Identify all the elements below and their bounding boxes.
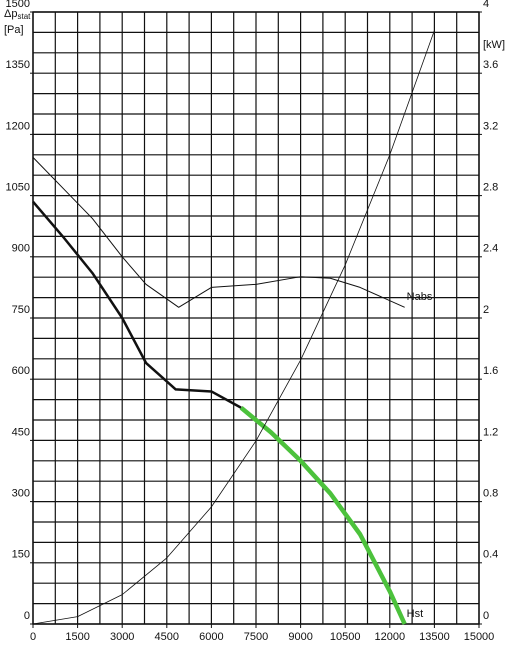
y-tick-label: 450: [12, 426, 30, 438]
x-tick-label: 7500: [244, 631, 268, 643]
y-tick-label: 1200: [6, 120, 30, 132]
x-tick-label: 10500: [330, 631, 361, 643]
y-tick-label: 1500: [6, 0, 30, 10]
y-tick-label: 750: [12, 304, 30, 316]
y2-tick-label: 4: [483, 0, 489, 10]
y2-tick-label: 1.2: [483, 426, 498, 438]
x-tick-label: 0: [30, 631, 36, 643]
y-tick-label: 1350: [6, 59, 30, 71]
y2-axis-label: [kW]: [483, 39, 505, 51]
y-tick-label: 600: [12, 365, 30, 377]
curve-line: [32, 200, 242, 409]
y2-tick-label: 3.6: [483, 59, 498, 71]
y-label-symbol: Δp: [4, 8, 17, 20]
curve-line: [32, 30, 435, 625]
x-tick-label: 6000: [199, 631, 223, 643]
x-tick-label: 15000: [464, 631, 495, 643]
y-axis-label: Δpstat: [4, 8, 31, 21]
y2-tick-label: 0.4: [483, 549, 498, 561]
y2-tick-label: 2.8: [483, 182, 498, 194]
y2-tick-label: 0.8: [483, 488, 498, 500]
y2-tick-label: 1.6: [483, 365, 498, 377]
y-tick-label: 300: [12, 488, 30, 500]
y2-tick-label: 2.4: [483, 243, 498, 255]
y2-tick-label: 2: [483, 304, 489, 316]
y-label-subscript: stat: [17, 12, 31, 21]
y2-tick-label: 0: [483, 610, 489, 622]
curve-line: [32, 157, 405, 308]
x-tick-label: 13500: [419, 631, 450, 643]
x-tick-label: 3000: [110, 631, 134, 643]
series-label: Nabs: [407, 291, 433, 303]
y2-tick-label: 3.2: [483, 120, 498, 132]
x-tick-label: 1500: [65, 631, 89, 643]
x-tick-label: 9000: [288, 631, 312, 643]
x-tick-label: 4500: [155, 631, 179, 643]
series-label: Hst: [407, 608, 424, 620]
y-tick-label: 150: [12, 549, 30, 561]
y-tick-label: 1050: [6, 182, 30, 194]
y-tick-label: 0: [24, 610, 30, 622]
y-axis-unit: [Pa]: [4, 24, 24, 36]
curve-line-highlight: [239, 406, 407, 625]
x-tick-label: 12000: [375, 631, 406, 643]
y-tick-label: 900: [12, 243, 30, 255]
